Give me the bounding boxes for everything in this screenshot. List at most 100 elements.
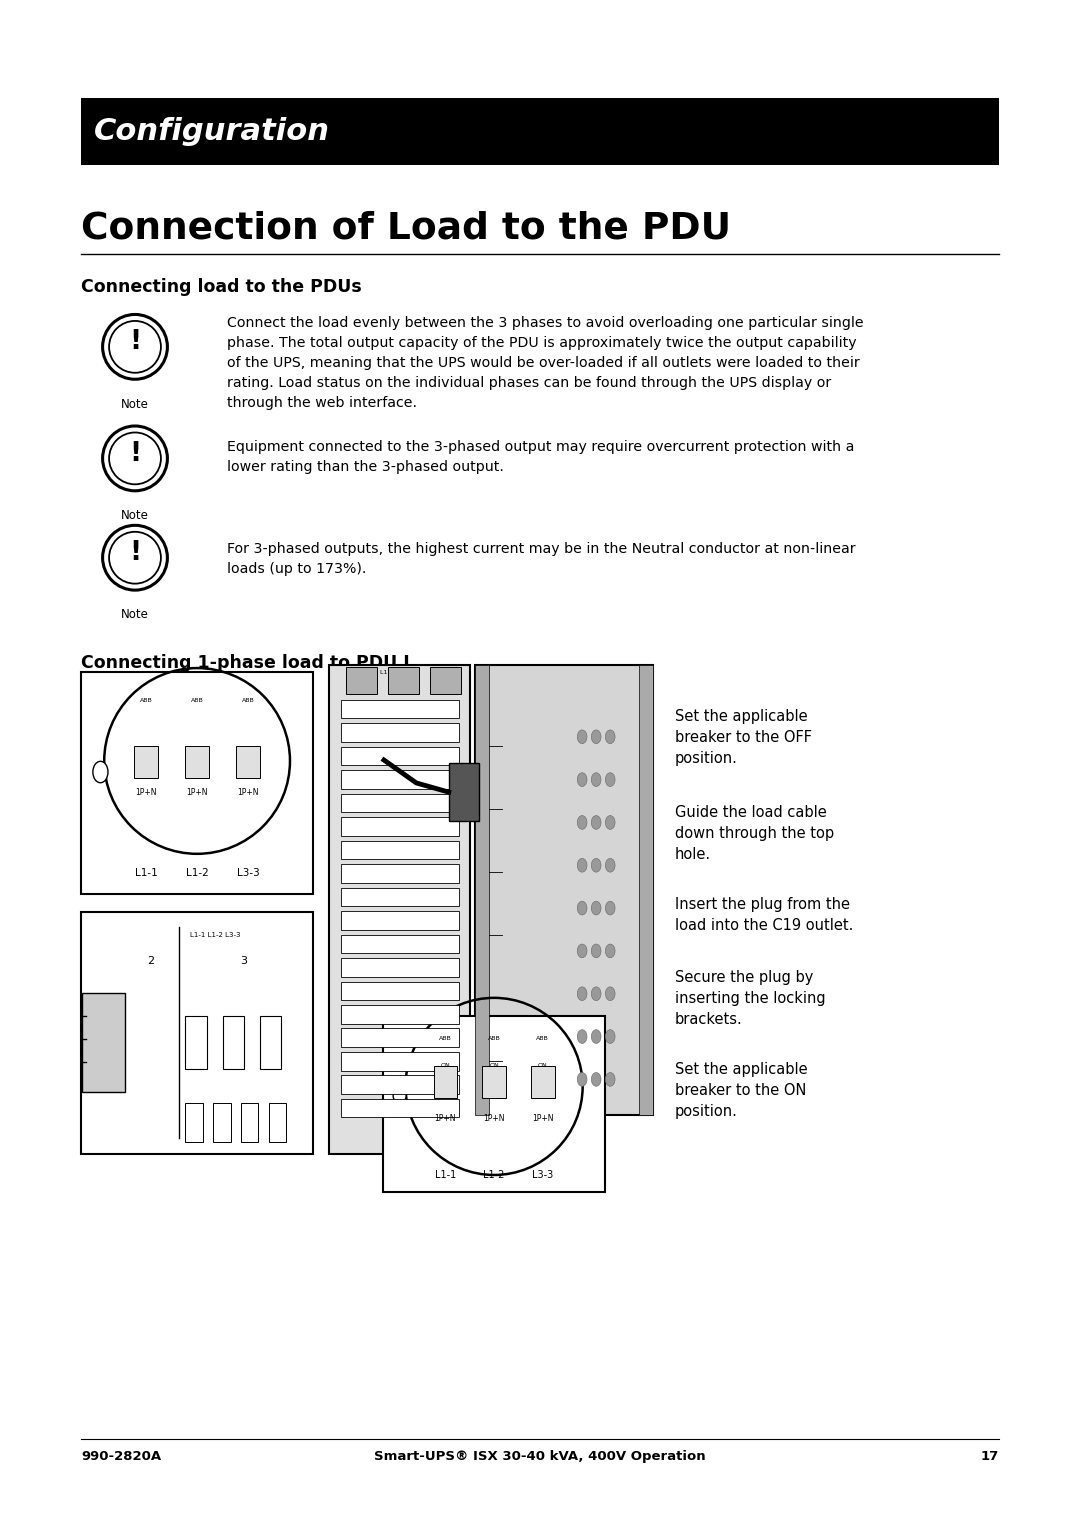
Text: 990-2820A: 990-2820A	[81, 1450, 161, 1464]
Circle shape	[605, 1073, 616, 1086]
FancyBboxPatch shape	[214, 1103, 231, 1141]
FancyBboxPatch shape	[340, 981, 459, 1001]
Text: L3-3: L3-3	[532, 1169, 553, 1180]
FancyBboxPatch shape	[186, 1103, 203, 1141]
Text: Guide the load cable
down through the top
hole.: Guide the load cable down through the to…	[675, 805, 834, 862]
FancyBboxPatch shape	[260, 1016, 282, 1070]
Text: 17: 17	[981, 1450, 999, 1464]
Circle shape	[393, 1086, 406, 1105]
Circle shape	[605, 1030, 616, 1044]
Text: Configuration: Configuration	[94, 118, 330, 145]
Circle shape	[605, 730, 616, 744]
Circle shape	[592, 859, 602, 872]
FancyBboxPatch shape	[433, 1067, 457, 1099]
FancyBboxPatch shape	[340, 817, 459, 836]
Circle shape	[577, 816, 588, 830]
Text: !: !	[129, 329, 141, 356]
Text: L1-1: L1-1	[435, 1169, 456, 1180]
Circle shape	[592, 730, 602, 744]
Text: L1-1: L1-1	[135, 868, 158, 879]
Circle shape	[605, 859, 616, 872]
FancyBboxPatch shape	[475, 665, 653, 1115]
Circle shape	[592, 1073, 602, 1086]
FancyBboxPatch shape	[340, 793, 459, 813]
Circle shape	[577, 902, 588, 915]
Text: 1P+N: 1P+N	[238, 787, 259, 796]
FancyBboxPatch shape	[340, 1051, 459, 1071]
FancyBboxPatch shape	[475, 665, 489, 1115]
Text: 3: 3	[240, 955, 247, 966]
Circle shape	[577, 859, 588, 872]
Circle shape	[577, 1030, 588, 1044]
FancyBboxPatch shape	[389, 668, 419, 694]
Circle shape	[592, 902, 602, 915]
FancyBboxPatch shape	[340, 911, 459, 929]
Text: Connection of Load to the PDU: Connection of Load to the PDU	[81, 211, 731, 248]
FancyBboxPatch shape	[340, 770, 459, 788]
Circle shape	[605, 902, 616, 915]
Text: Note: Note	[121, 509, 149, 523]
FancyBboxPatch shape	[329, 665, 470, 1154]
Text: ABB: ABB	[488, 1036, 500, 1041]
FancyBboxPatch shape	[269, 1103, 286, 1141]
FancyBboxPatch shape	[340, 1028, 459, 1047]
FancyBboxPatch shape	[340, 700, 459, 718]
FancyBboxPatch shape	[81, 98, 999, 165]
FancyBboxPatch shape	[237, 747, 260, 778]
Text: !: !	[129, 539, 141, 567]
Circle shape	[577, 730, 588, 744]
Text: ABB: ABB	[191, 698, 203, 703]
Text: Equipment connected to the 3-phased output may require overcurrent protection wi: Equipment connected to the 3-phased outp…	[227, 440, 854, 474]
FancyBboxPatch shape	[340, 1076, 459, 1094]
Text: ON: ON	[489, 1063, 499, 1068]
Text: 16A: 16A	[218, 1129, 232, 1135]
FancyBboxPatch shape	[340, 1099, 459, 1117]
Text: L1-2: L1-2	[186, 868, 208, 879]
Circle shape	[592, 773, 602, 787]
FancyBboxPatch shape	[449, 762, 480, 821]
Text: Connect the load evenly between the 3 phases to avoid overloading one particular: Connect the load evenly between the 3 ph…	[227, 316, 863, 411]
Circle shape	[592, 816, 602, 830]
Circle shape	[605, 987, 616, 1001]
Text: 1P+N: 1P+N	[135, 787, 157, 796]
FancyBboxPatch shape	[482, 1067, 505, 1099]
Circle shape	[592, 944, 602, 958]
Text: ABB: ABB	[139, 698, 152, 703]
Text: Note: Note	[121, 608, 149, 622]
FancyBboxPatch shape	[383, 1016, 605, 1192]
Circle shape	[577, 987, 588, 1001]
Text: Smart-UPS® ISX 30-40 kVA, 400V Operation: Smart-UPS® ISX 30-40 kVA, 400V Operation	[374, 1450, 706, 1464]
FancyBboxPatch shape	[340, 1005, 459, 1024]
FancyBboxPatch shape	[222, 1016, 244, 1070]
FancyBboxPatch shape	[639, 665, 653, 1115]
FancyBboxPatch shape	[241, 1103, 258, 1141]
FancyBboxPatch shape	[134, 747, 158, 778]
Circle shape	[93, 761, 108, 782]
Text: ABB: ABB	[242, 698, 255, 703]
Text: Set the applicable
breaker to the ON
position.: Set the applicable breaker to the ON pos…	[675, 1062, 808, 1118]
FancyBboxPatch shape	[340, 865, 459, 883]
Circle shape	[577, 1073, 588, 1086]
FancyBboxPatch shape	[340, 958, 459, 976]
Text: For 3-phased outputs, the highest current may be in the Neutral conductor at non: For 3-phased outputs, the highest curren…	[227, 542, 855, 576]
FancyBboxPatch shape	[340, 935, 459, 953]
FancyBboxPatch shape	[340, 723, 459, 743]
Text: 1P+N: 1P+N	[434, 1114, 456, 1123]
FancyBboxPatch shape	[186, 747, 210, 778]
Text: L1  L2  L3  N: L1 L2 L3 N	[380, 669, 419, 674]
Text: ON: ON	[538, 1063, 548, 1068]
FancyBboxPatch shape	[81, 912, 313, 1154]
Circle shape	[605, 816, 616, 830]
Text: L1-2: L1-2	[484, 1169, 504, 1180]
FancyBboxPatch shape	[531, 1067, 555, 1099]
FancyBboxPatch shape	[340, 840, 459, 859]
Circle shape	[592, 1030, 602, 1044]
Text: Secure the plug by
inserting the locking
brackets.: Secure the plug by inserting the locking…	[675, 970, 825, 1027]
Text: 1P+N: 1P+N	[484, 1114, 504, 1123]
Text: ABB: ABB	[438, 1036, 451, 1041]
FancyBboxPatch shape	[81, 672, 313, 894]
Text: 1P+N: 1P+N	[187, 787, 207, 796]
FancyBboxPatch shape	[82, 993, 125, 1093]
Text: Set the applicable
breaker to the OFF
position.: Set the applicable breaker to the OFF po…	[675, 709, 812, 766]
Text: L1-1 L1-2 L3-3: L1-1 L1-2 L3-3	[190, 932, 241, 938]
